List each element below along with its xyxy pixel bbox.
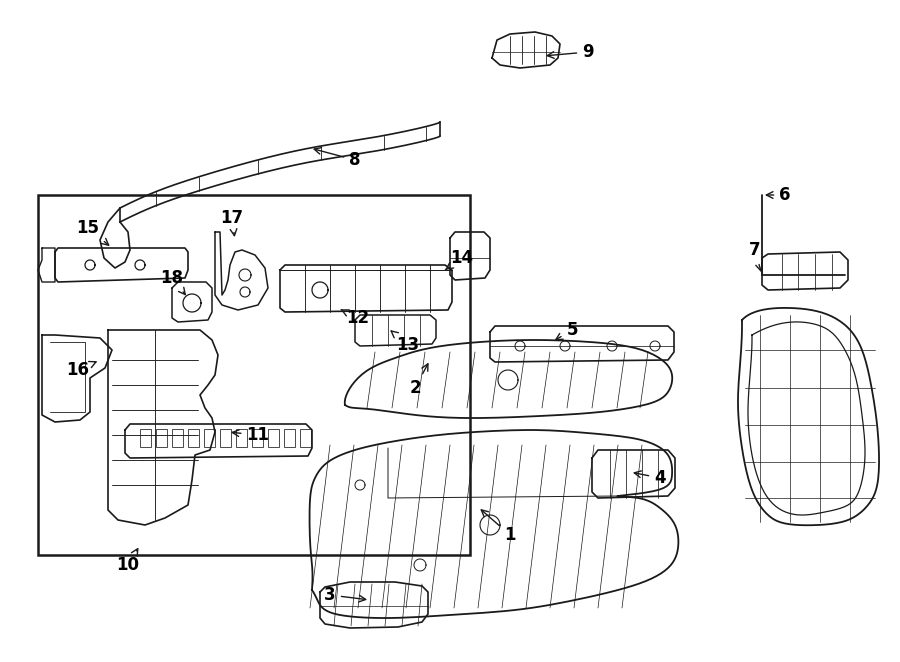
Text: 10: 10: [116, 549, 140, 574]
Text: 13: 13: [392, 331, 419, 354]
Bar: [140, 429, 151, 447]
Text: 2: 2: [410, 364, 428, 397]
Text: 8: 8: [314, 148, 361, 169]
Text: 9: 9: [547, 43, 594, 61]
Text: 12: 12: [341, 309, 370, 327]
Bar: [38, 195, 470, 555]
Bar: [252, 429, 263, 447]
Text: 4: 4: [634, 469, 666, 487]
Text: 5: 5: [555, 321, 578, 340]
Bar: [204, 429, 215, 447]
Bar: [236, 429, 247, 447]
Bar: [172, 429, 183, 447]
Bar: [284, 429, 295, 447]
Text: 11: 11: [232, 426, 269, 444]
Text: 14: 14: [446, 249, 473, 269]
Bar: [268, 429, 279, 447]
Text: 18: 18: [160, 269, 185, 295]
Text: 16: 16: [67, 361, 96, 379]
Bar: [220, 429, 231, 447]
Text: 17: 17: [220, 209, 244, 236]
Text: 1: 1: [482, 510, 516, 544]
Bar: [156, 429, 167, 447]
Text: 3: 3: [324, 586, 365, 604]
Text: 15: 15: [76, 219, 109, 245]
Text: 7: 7: [749, 241, 762, 271]
Bar: [300, 429, 311, 447]
Bar: [188, 429, 199, 447]
Text: 6: 6: [766, 186, 791, 204]
